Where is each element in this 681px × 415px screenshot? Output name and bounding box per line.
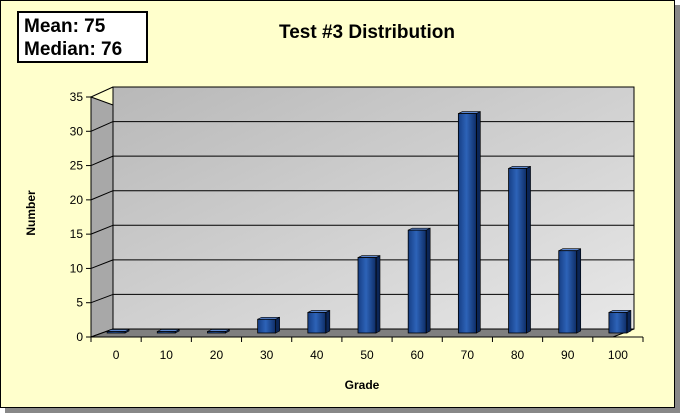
chart-title: Test #3 Distribution [279, 22, 455, 43]
x-tick-label: 90 [561, 348, 575, 362]
mean-label: Mean: 75 [24, 16, 106, 37]
gridline-side [90, 86, 114, 98]
x-tick-label: 20 [210, 348, 224, 362]
y-axis: 0 5 10 15 20 25 30 35 [70, 90, 92, 344]
x-tick-label: 80 [511, 348, 525, 362]
x-tick-label: 50 [360, 348, 374, 362]
bars [106, 111, 632, 334]
y-tick-label: 10 [70, 261, 84, 275]
gridline-side [90, 259, 114, 269]
y-axis-label: Number [24, 190, 38, 236]
gridlines [90, 86, 634, 304]
bar [357, 255, 381, 334]
bar [257, 316, 280, 334]
x-tick-label: 30 [260, 348, 274, 362]
x-tick-label: 60 [411, 348, 425, 362]
bar [457, 111, 481, 334]
bar [407, 227, 431, 334]
gridline-side [90, 224, 114, 235]
bar-chart: Test #3 Distribution 0 5 10 15 20 25 30 35 0 10 2… [24, 22, 644, 392]
chart-frame: Mean: 75 Median: 76 Test #3 Distribution… [0, 0, 675, 408]
stats-box: Mean: 75 Median: 76 [17, 11, 148, 63]
bar [558, 248, 582, 334]
gridline-side [90, 155, 114, 167]
median-label: Median: 76 [24, 39, 123, 60]
gridline-side [90, 190, 114, 201]
y-tick-label: 15 [70, 227, 84, 241]
bar [156, 329, 180, 334]
x-tick-label: 40 [310, 348, 324, 362]
x-tick-label: 10 [160, 348, 174, 362]
y-tick-label: 35 [70, 90, 84, 104]
y-tick-label: 5 [76, 296, 83, 310]
x-axis-label: Grade [345, 378, 380, 392]
x-tick-label: 70 [461, 348, 475, 362]
bar [106, 329, 130, 334]
gridline-side [90, 121, 114, 132]
x-axis: 0 10 20 30 40 50 60 70 80 90 100 [90, 336, 644, 362]
bar [608, 309, 632, 334]
bar [207, 329, 230, 334]
y-tick-label: 0 [76, 330, 83, 344]
y-tick-label: 25 [70, 159, 84, 173]
bar [307, 309, 331, 334]
y-tick-label: 30 [70, 124, 84, 138]
y-tick-label: 20 [70, 193, 84, 207]
bar [508, 165, 531, 334]
x-tick-label: 0 [113, 348, 120, 362]
gridline-side [90, 293, 114, 304]
x-tick-label: 100 [608, 348, 628, 362]
